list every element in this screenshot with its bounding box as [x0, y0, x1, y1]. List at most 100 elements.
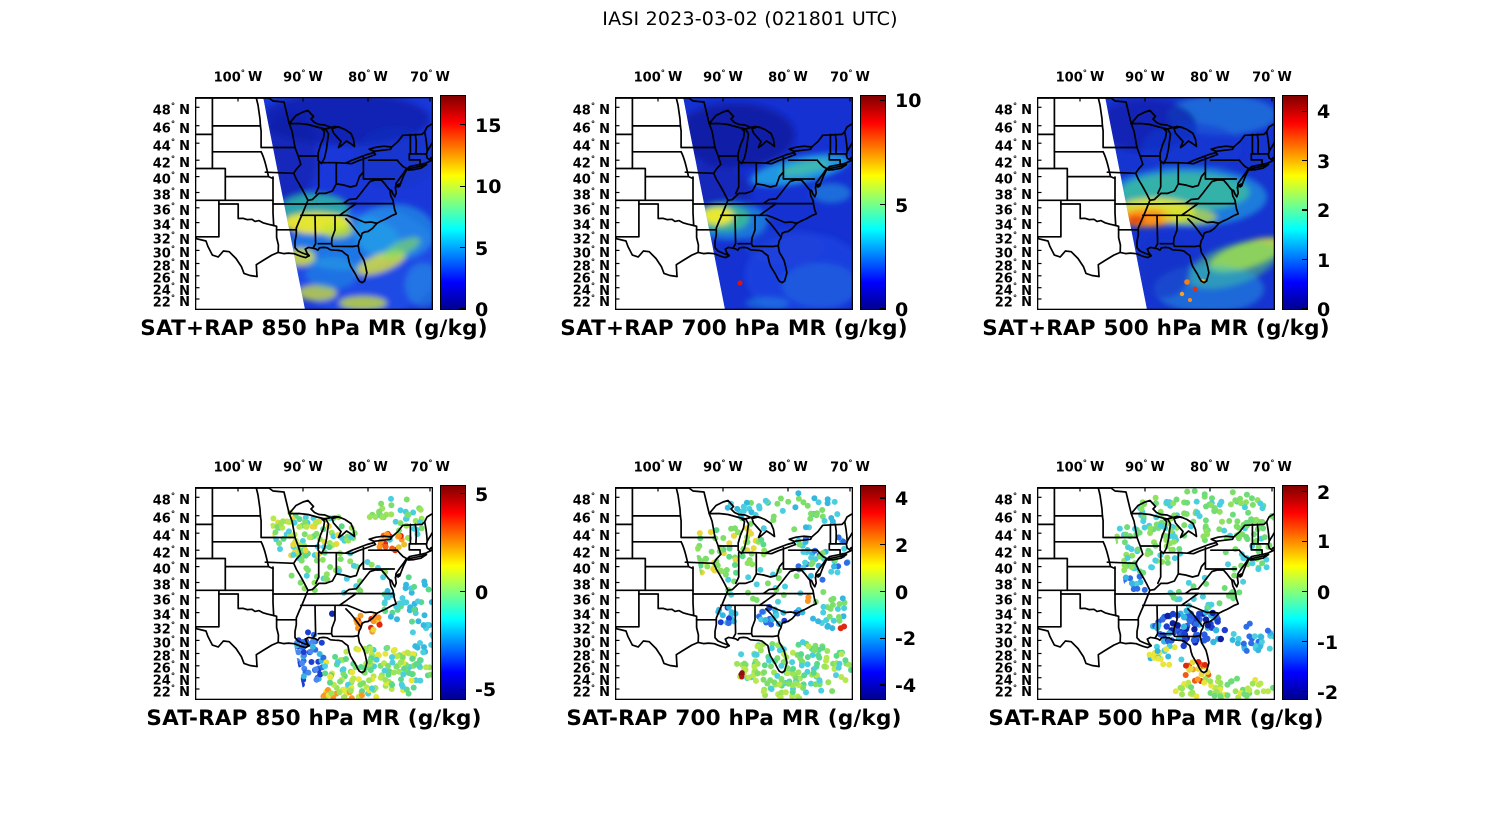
lat-tick-label: 38° N [572, 577, 610, 594]
lat-tick-label: 32° N [994, 621, 1032, 638]
lat-tick-label: 40° N [152, 171, 190, 188]
colorbar [1282, 485, 1308, 700]
lat-tick-label: 48° N [572, 101, 610, 119]
lat-tick-label: 44° N [994, 527, 1032, 545]
colorbar-tick-label: 4 [1317, 101, 1331, 124]
lat-tick-label: 30° N [994, 634, 1032, 652]
lon-tick-label: 90° W [283, 69, 323, 86]
lat-tick-label: 34° N [572, 607, 610, 624]
colorbar-tick-label: -5 [475, 679, 497, 702]
lat-tick-label: 44° N [572, 527, 610, 545]
lat-tick-label: 42° N [152, 544, 190, 562]
state-borders [1037, 487, 1275, 674]
lat-tick-label: 46° N [994, 120, 1032, 137]
lon-tick-label: 80° W [1190, 459, 1230, 476]
lat-tick-label: 42° N [572, 544, 610, 562]
colorbar-tick-label: 3 [1317, 150, 1331, 173]
lat-tick-label: 40° N [572, 171, 610, 188]
lon-tick-label: 80° W [768, 459, 808, 476]
lat-tick-label: 48° N [572, 491, 610, 509]
colorbar-tick-label: 0 [1317, 299, 1331, 321]
panel-sat-minus-rap-500: 100° W 90° W 80° W 70° W 48° N 46° N 44° N 42° N 40° N 38°… [988, 459, 1338, 731]
colorbar [860, 95, 886, 310]
lat-tick-label: 40° N [152, 561, 190, 578]
map-frame [615, 487, 853, 700]
map-frame [1037, 97, 1275, 310]
lon-tick-label: 90° W [703, 69, 743, 86]
lat-tick-label: 26° N [994, 660, 1032, 677]
lat-tick-label: 38° N [152, 577, 190, 594]
lat-tick-label: 36° N [994, 202, 1032, 219]
lat-tick-label: 34° N [152, 607, 190, 624]
lat-tick-label: 46° N [152, 510, 190, 527]
lat-tick-label: 34° N [572, 217, 610, 234]
lon-tick-label: 100° W [633, 69, 683, 86]
colorbar-tick-label: 5 [895, 194, 909, 217]
lat-tick-label: 26° N [994, 270, 1032, 287]
lat-tick-label: 26° N [152, 660, 190, 677]
lon-tick-label: 70° W [830, 459, 870, 476]
panel-title: SAT+RAP 700 hPa MR (g/kg) [560, 316, 908, 341]
lon-tick-label: 90° W [1125, 459, 1165, 476]
lat-tick-label: 24° N [152, 672, 190, 689]
lat-tick-label: 32° N [572, 621, 610, 638]
colorbar-tick-label: 1 [1317, 249, 1331, 272]
map-frame [615, 97, 853, 310]
map-frame [1037, 487, 1275, 700]
lat-tick-label: 24° N [152, 282, 190, 299]
lat-tick-label: 44° N [994, 137, 1032, 155]
lat-tick-label: 24° N [572, 282, 610, 299]
colorbar-tick-label: 10 [895, 90, 922, 113]
lon-tick-label: 80° W [348, 459, 388, 476]
lat-tick-label: 32° N [152, 231, 190, 248]
lat-tick-label: 24° N [572, 672, 610, 689]
lat-tick-label: 44° N [152, 137, 190, 155]
lat-tick-label: 26° N [152, 270, 190, 287]
lat-tick-label: 32° N [152, 621, 190, 638]
lat-tick-label: 36° N [572, 592, 610, 609]
map-canvas [615, 487, 853, 700]
lat-tick-label: 22° N [994, 293, 1032, 310]
lat-tick-label: 44° N [152, 527, 190, 545]
map-frame [195, 487, 433, 700]
lat-tick-label: 28° N [152, 258, 190, 275]
lon-tick-label: 90° W [1125, 69, 1165, 86]
lat-tick-label: 42° N [152, 154, 190, 172]
lon-tick-label: 100° W [213, 69, 263, 86]
lon-tick-label: 100° W [633, 459, 683, 476]
lat-tick-label: 22° N [572, 293, 610, 310]
lat-tick-label: 40° N [572, 561, 610, 578]
map-canvas [195, 487, 433, 700]
lon-tick-label: 70° W [1252, 459, 1292, 476]
lon-tick-label: 80° W [1190, 69, 1230, 86]
panel-sat-plus-rap-500: 100° W 90° W 80° W 70° W 48° N 46° N 44° N 42° N 40° N 38°… [982, 69, 1330, 341]
lat-tick-label: 48° N [152, 491, 190, 509]
lat-tick-label: 36° N [152, 202, 190, 219]
panel-sat-minus-rap-850: 100° W 90° W 80° W 70° W 48° N 46° N 44° N 42° N 40° N 38°… [146, 459, 496, 731]
lat-tick-label: 38° N [994, 577, 1032, 594]
colorbar [860, 485, 886, 700]
lat-tick-label: 24° N [994, 672, 1032, 689]
lat-tick-label: 48° N [994, 101, 1032, 119]
lat-tick-label: 22° N [994, 683, 1032, 700]
lat-tick-label: 34° N [994, 217, 1032, 234]
lat-tick-label: 38° N [572, 187, 610, 204]
lon-tick-label: 70° W [1252, 69, 1292, 86]
colorbar-tick-label: 0 [1317, 581, 1331, 604]
lat-tick-label: 22° N [152, 293, 190, 310]
lat-tick-label: 46° N [572, 510, 610, 527]
lat-tick-label: 22° N [152, 683, 190, 700]
colorbar-tick-label: 0 [895, 299, 909, 321]
lat-tick-label: 42° N [572, 154, 610, 172]
colorbar-tick-label: -1 [1317, 631, 1339, 654]
lat-tick-label: 26° N [572, 660, 610, 677]
lon-tick-label: 70° W [410, 69, 450, 86]
state-borders [615, 97, 853, 284]
colorbar-tick-label: 5 [475, 483, 489, 506]
lat-tick-label: 42° N [994, 154, 1032, 172]
diff-dots [263, 495, 433, 700]
lat-tick-label: 46° N [152, 120, 190, 137]
lon-tick-label: 100° W [213, 459, 263, 476]
panel-sat-plus-rap-700: 100° W 90° W 80° W 70° W 48° N 46° N 44° N 42° N 40° N 38°… [560, 69, 921, 341]
